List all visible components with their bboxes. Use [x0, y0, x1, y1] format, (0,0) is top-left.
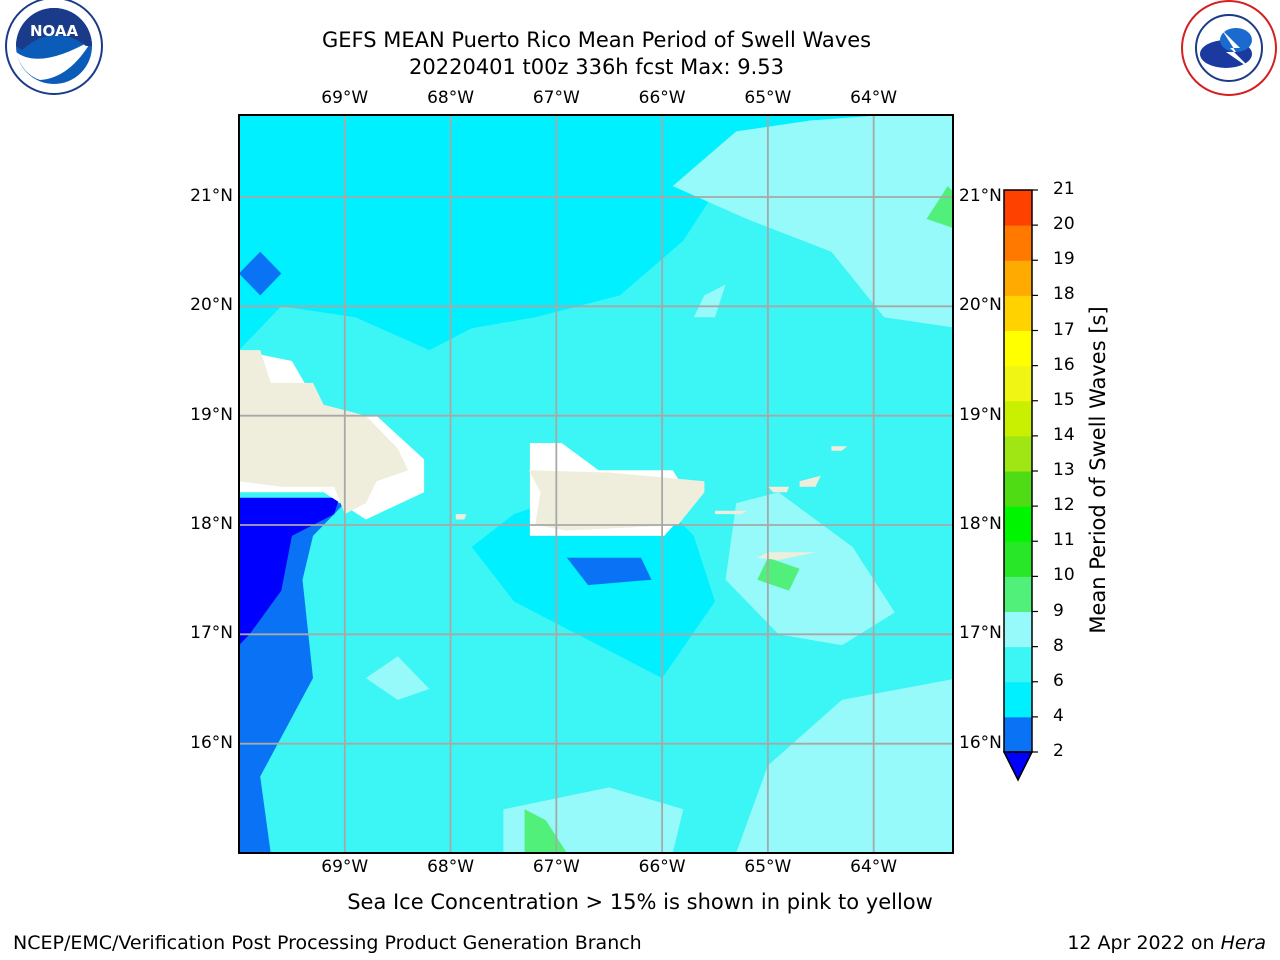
nws-logo [1181, 0, 1277, 96]
land-tortola [799, 475, 821, 487]
y-tick-label-left: 20°N [190, 295, 233, 316]
y-tick-label-right: 18°N [959, 514, 1002, 534]
credit-branch: NCEP/EMC/Verification Post Processing Pr… [13, 932, 642, 954]
field-nw-spot [239, 251, 282, 296]
colorbar-segment [1004, 260, 1032, 296]
colorbar-tick-label: 17 [1053, 319, 1075, 340]
colorbar-segment [1004, 506, 1032, 542]
colorbar-tick-label: 6 [1053, 670, 1064, 691]
x-tick-label-top: 67°W [532, 88, 580, 108]
colorbar-tick-label: 15 [1053, 389, 1075, 410]
colorbar-segment [1004, 400, 1032, 437]
land-st-thomas [767, 486, 789, 493]
field-southeast [736, 679, 953, 853]
field-far-west [239, 497, 340, 646]
colorbar-tick-label: 4 [1053, 705, 1064, 726]
colorbar-segment [1004, 646, 1032, 683]
land-puerto-rico [528, 470, 705, 531]
colorbar-tick-label: 19 [1053, 249, 1075, 270]
colorbar-segment [1004, 611, 1032, 648]
colorbar-tick-label: 8 [1053, 635, 1064, 656]
x-tick-label-bottom: 68°W [427, 857, 475, 877]
x-tick-label-top: 66°W [638, 88, 686, 108]
colorbar-tick-label: 10 [1053, 565, 1075, 586]
colorbar-segment [1004, 716, 1032, 753]
x-tick-label-bottom: 64°W [850, 857, 898, 877]
colorbar-segment [1004, 541, 1032, 577]
field-spot2 [693, 284, 726, 318]
colorbar-segment [1004, 190, 1032, 226]
y-tick-label-right: 16°N [959, 732, 1002, 753]
credit-date-text: 12 Apr 2022 on [1067, 932, 1221, 954]
colorbar-segment [1004, 225, 1032, 261]
svg-text:NOAA: NOAA [30, 22, 79, 40]
field-south-pr [471, 492, 715, 679]
colorbar-extend-min [1002, 751, 1034, 782]
y-tick-label-right: 20°N [959, 295, 1002, 316]
x-tick-label-bottom: 66°W [638, 857, 686, 877]
field-pr-south [566, 557, 652, 586]
y-tick-label-left: 21°N [190, 186, 233, 206]
x-tick-label-top: 65°W [744, 88, 792, 108]
colorbar-segment [1004, 681, 1032, 718]
colorbar-tick-label: 21 [1053, 179, 1075, 199]
chart-subtitle: 20220401 t00z 336h fcst Max: 9.53 [409, 55, 784, 79]
colorbar-tick-label: 13 [1053, 460, 1075, 480]
colorbar-tick-label: 20 [1053, 214, 1075, 235]
plot-frame [238, 114, 954, 854]
field-layer [239, 115, 953, 853]
y-tick-label-left: 17°N [190, 623, 233, 644]
x-tick-label-top: 69°W [321, 88, 369, 108]
sea-ice-note: Sea Ice Concentration > 15% is shown in … [347, 890, 933, 914]
x-tick-label-bottom: 69°W [321, 857, 369, 877]
grid-layer [239, 115, 953, 853]
land-vieques [715, 510, 747, 515]
colorbar-tick-label: 14 [1053, 424, 1075, 445]
land-mona [455, 514, 467, 520]
x-tick-label-top: 68°W [427, 88, 475, 108]
credit-date: 12 Apr 2022 on Hera [1067, 932, 1266, 954]
noaa-logo: NOAA [5, 0, 103, 95]
y-tick-label-left: 18°N [190, 514, 233, 534]
y-tick-label-left: 16°N [190, 732, 233, 753]
land-anegada [831, 446, 848, 451]
colorbar-segment [1004, 471, 1032, 507]
colorbar-tick-label: 18 [1053, 284, 1075, 305]
colorbar-segment [1004, 576, 1032, 612]
land-st-croix [757, 552, 816, 560]
y-tick-label-right: 21°N [959, 186, 1002, 206]
colorbar-segment [1004, 330, 1032, 367]
land-hispaniola [239, 350, 409, 515]
y-tick-label-right: 17°N [959, 623, 1002, 644]
colorbar-label: Mean Period of Swell Waves [s] [1086, 306, 1110, 634]
y-tick-label-right: 19°N [959, 404, 1002, 425]
field-spot1 [365, 656, 430, 700]
colorbar-tick-label: 9 [1053, 600, 1064, 621]
x-tick-label-top: 64°W [850, 88, 898, 108]
colorbar-tick-label: 11 [1053, 530, 1075, 551]
colorbar-tick-label: 12 [1053, 495, 1075, 516]
chart-title: GEFS MEAN Puerto Rico Mean Period of Swe… [321, 28, 872, 52]
x-tick-label-bottom: 65°W [744, 857, 792, 877]
field-north [239, 115, 951, 351]
colorbar-segment [1004, 295, 1032, 331]
field-northeast [672, 115, 953, 328]
colorbar-tick-label: 2 [1053, 741, 1064, 761]
colorbar-tick-label: 16 [1053, 354, 1075, 375]
y-tick-label-left: 19°N [190, 404, 233, 425]
colorbar-segment [1004, 435, 1032, 472]
x-tick-label-bottom: 67°W [532, 857, 580, 877]
colorbar-segment [1004, 365, 1032, 402]
credit-host: Hera [1220, 932, 1266, 954]
